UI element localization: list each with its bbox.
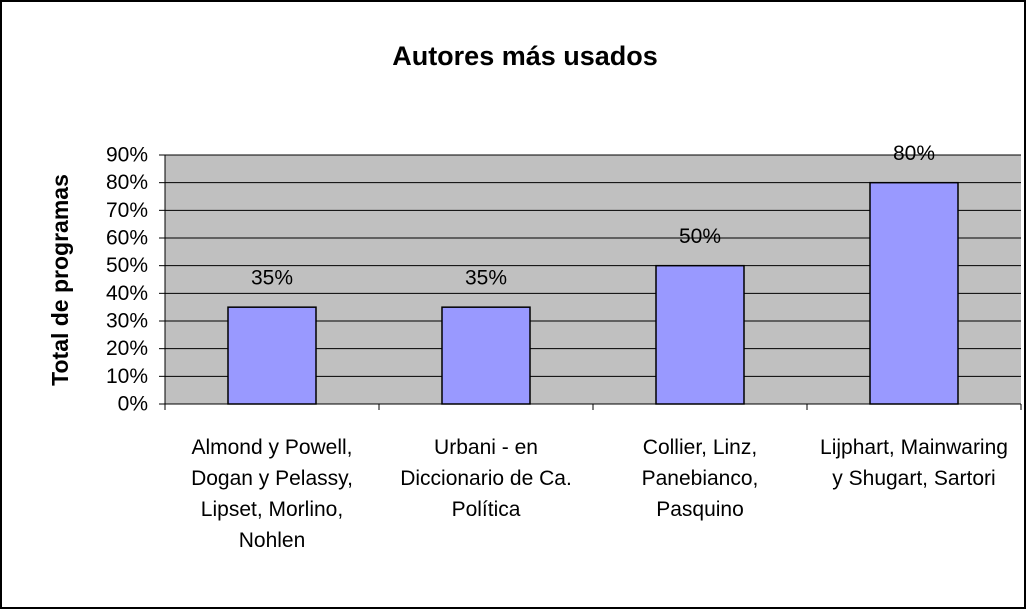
x-tick-label: Lijphart, Mainwaring y Shugart, Sartori: [820, 436, 1008, 490]
data-label: 80%: [893, 142, 935, 165]
y-tick-label: 20%: [106, 337, 148, 360]
y-axis-label: Total de programas: [47, 174, 73, 386]
y-tick-label: 60%: [106, 227, 148, 250]
bar: [441, 306, 531, 405]
y-tick-label: 0%: [118, 393, 148, 416]
y-tick-label: 40%: [106, 282, 148, 305]
data-label: 50%: [679, 225, 721, 248]
bar: [227, 306, 317, 405]
bar: [655, 264, 745, 405]
y-tick-label: 70%: [106, 199, 148, 222]
y-tick-label: 50%: [106, 254, 148, 277]
x-tick-label: Almond y Powell, Dogan y Pelassy, Lipset…: [191, 436, 353, 552]
x-tick-label: Collier, Linz, Panebianco, Pasquino: [641, 436, 759, 521]
data-label: 35%: [465, 267, 507, 290]
y-tick-label: 30%: [106, 310, 148, 333]
y-tick-label: 90%: [106, 144, 148, 167]
x-tick-label: Urbani - en Diccionario de Ca. Política: [400, 436, 572, 521]
bar: [869, 181, 959, 405]
data-label: 35%: [251, 267, 293, 290]
y-tick-label: 80%: [106, 171, 148, 194]
y-tick-label: 10%: [106, 365, 148, 388]
chart-title: Autores más usados: [392, 41, 658, 71]
